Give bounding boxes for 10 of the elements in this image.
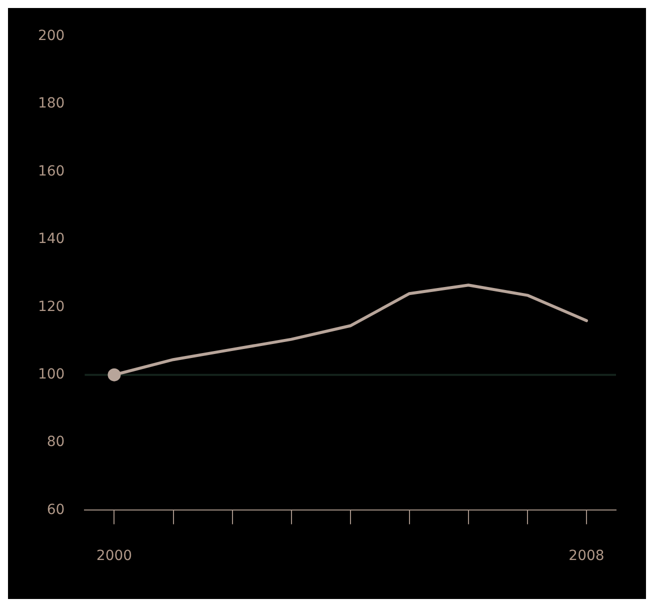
y-tick-label: 140 (38, 231, 65, 248)
y-tick-label: 100 (38, 366, 65, 382)
x-tick-label: 2008 (568, 548, 604, 564)
y-tick-label: 80 (46, 434, 65, 450)
y-tick-label: 200 (38, 28, 65, 44)
y-tick-label: 160 (38, 163, 65, 180)
y-tick-label: 120 (38, 298, 65, 315)
y-tick-label: 180 (38, 96, 65, 112)
y-tick-label: 60 (46, 502, 65, 518)
x-tick-label: 2000 (96, 548, 132, 564)
